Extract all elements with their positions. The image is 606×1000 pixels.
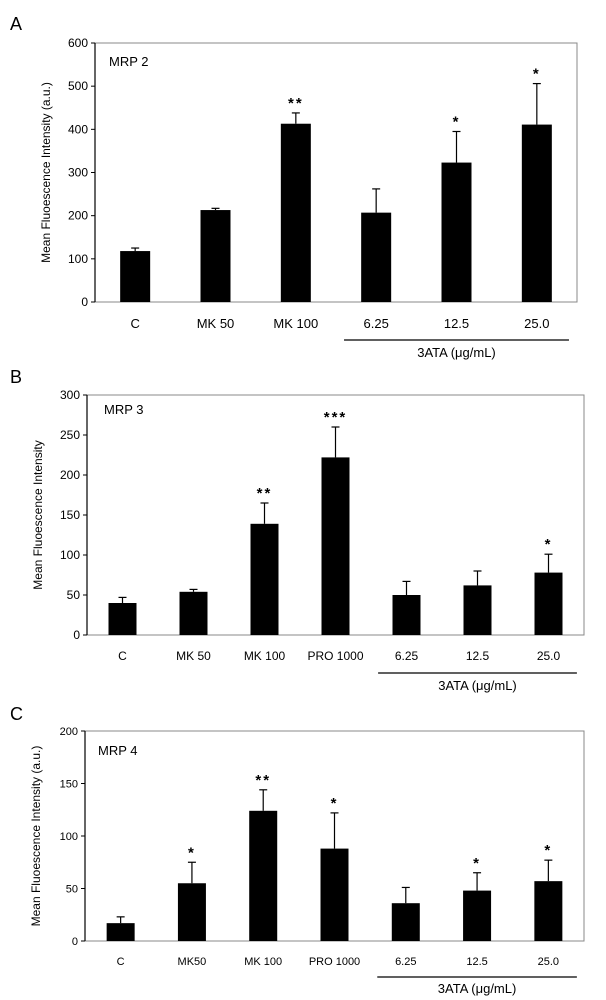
chart-a-y-tick-label: 100 bbox=[68, 252, 88, 266]
chart-c-x-tick-label: 6.25 bbox=[395, 956, 416, 968]
chart-b-x-tick-label: MK 100 bbox=[244, 649, 286, 663]
chart-b-title: MRP 3 bbox=[104, 402, 144, 417]
chart-c-y-tick-label: 0 bbox=[72, 936, 78, 948]
chart-a-y-tick-label: 300 bbox=[68, 166, 88, 180]
chart-c-y-tick-label: 100 bbox=[60, 831, 78, 843]
chart-c-y-tick-label: 150 bbox=[60, 779, 78, 791]
chart-c-bar bbox=[320, 848, 349, 941]
chart-b-x-tick-label: 12.5 bbox=[466, 649, 490, 663]
chart-c-title: MRP 4 bbox=[98, 743, 138, 758]
chart-c-x-tick-label: 25.0 bbox=[538, 956, 559, 968]
chart-c-x-tick-label: PRO 1000 bbox=[309, 956, 360, 968]
chart-b-y-tick-label: 250 bbox=[60, 428, 80, 442]
chart-a-plot-frame bbox=[94, 42, 578, 303]
chart-c-bar bbox=[534, 881, 563, 941]
chart-c-bar bbox=[177, 883, 206, 941]
chart-a-bar bbox=[361, 212, 392, 302]
chart-b-panel-label: B bbox=[10, 367, 22, 387]
chart-a-x-tick-label: MK 50 bbox=[197, 316, 235, 331]
chart-b-bar bbox=[179, 591, 208, 635]
chart-a-bar bbox=[200, 210, 231, 302]
chart-a-group-label: 3ATA (μg/mL) bbox=[417, 345, 496, 360]
chart-c-significance-mark: * bbox=[473, 855, 481, 872]
chart-b-group-label: 3ATA (μg/mL) bbox=[438, 678, 517, 693]
chart-b-x-tick-label: MK 50 bbox=[176, 649, 211, 663]
chart-c-bar bbox=[106, 923, 135, 941]
chart-b-bar bbox=[392, 595, 421, 635]
chart-a-bar bbox=[280, 123, 311, 302]
chart-b-y-tick-label: 150 bbox=[60, 508, 80, 522]
chart-b-x-tick-label: 25.0 bbox=[537, 649, 561, 663]
chart-c-panel-label: C bbox=[10, 704, 23, 724]
chart-b-y-tick-label: 100 bbox=[60, 548, 80, 562]
chart-b-y-axis-title: Mean Fluoescence Intensity bbox=[31, 440, 45, 589]
chart-c-x-tick-label: MK 100 bbox=[244, 956, 282, 968]
chart-a-x-tick-label: 12.5 bbox=[444, 316, 469, 331]
chart-c-bar bbox=[249, 810, 278, 941]
chart-c-bar bbox=[463, 890, 492, 941]
chart-b-bar bbox=[250, 523, 279, 635]
chart-c-y-tick-label: 200 bbox=[60, 726, 78, 738]
chart-b-x-tick-label: PRO 1000 bbox=[307, 649, 363, 663]
chart-a-y-axis-title: Mean Fluoescence Intensity (a.u.) bbox=[39, 82, 53, 263]
chart-b-bar bbox=[463, 585, 492, 635]
chart-a-significance-mark: ** bbox=[288, 95, 304, 112]
chart-b-significance-mark: * bbox=[545, 536, 553, 553]
chart-b-y-tick-label: 300 bbox=[60, 388, 80, 402]
chart-a-bar bbox=[521, 124, 552, 303]
chart-a-y-tick-label: 0 bbox=[81, 295, 88, 309]
chart-a-significance-mark: * bbox=[453, 113, 461, 130]
chart-a-bar bbox=[120, 251, 151, 302]
chart-b-x-tick-label: 6.25 bbox=[395, 649, 419, 663]
chart-b-bar bbox=[108, 603, 137, 635]
chart-a-bar bbox=[441, 162, 472, 302]
chart-c-x-tick-label: C bbox=[117, 956, 125, 968]
chart-b-y-tick-label: 0 bbox=[73, 628, 80, 642]
chart-b-significance-mark: ** bbox=[257, 485, 273, 502]
chart-c-y-tick-label: 50 bbox=[66, 884, 78, 896]
chart-c-significance-mark: * bbox=[331, 795, 339, 812]
chart-b-bar bbox=[534, 572, 563, 635]
chart-a-y-tick-label: 500 bbox=[68, 79, 88, 93]
chart-a-y-tick-label: 400 bbox=[68, 122, 88, 136]
chart-c-significance-mark: * bbox=[544, 842, 552, 859]
chart-c-group-label: 3ATA (μg/mL) bbox=[438, 981, 517, 996]
chart-a-panel-label: A bbox=[10, 14, 22, 34]
chart-a-x-tick-label: 25.0 bbox=[524, 316, 549, 331]
chart-c-bar bbox=[391, 903, 420, 941]
chart-c-significance-mark: * bbox=[188, 844, 196, 861]
chart-a-x-tick-label: C bbox=[130, 316, 139, 331]
chart-c-y-axis-title: Mean Fluoescence Intensity (a.u.) bbox=[29, 746, 43, 927]
chart-b-bar bbox=[321, 457, 350, 635]
chart-c-x-tick-label: MK50 bbox=[178, 956, 207, 968]
chart-c-x-tick-label: 12.5 bbox=[466, 956, 487, 968]
chart-c-significance-mark: ** bbox=[255, 772, 271, 789]
chart-a-y-tick-label: 200 bbox=[68, 209, 88, 223]
chart-b-y-tick-label: 200 bbox=[60, 468, 80, 482]
chart-a-title: MRP 2 bbox=[109, 54, 149, 69]
chart-a-x-tick-label: 6.25 bbox=[364, 316, 389, 331]
chart-a-significance-mark: * bbox=[533, 66, 541, 83]
chart-b-x-tick-label: C bbox=[118, 649, 127, 663]
chart-b-y-tick-label: 50 bbox=[67, 588, 81, 602]
chart-b-significance-mark: *** bbox=[324, 409, 348, 426]
chart-a-y-tick-label: 600 bbox=[68, 36, 88, 50]
chart-a-x-tick-label: MK 100 bbox=[273, 316, 318, 331]
